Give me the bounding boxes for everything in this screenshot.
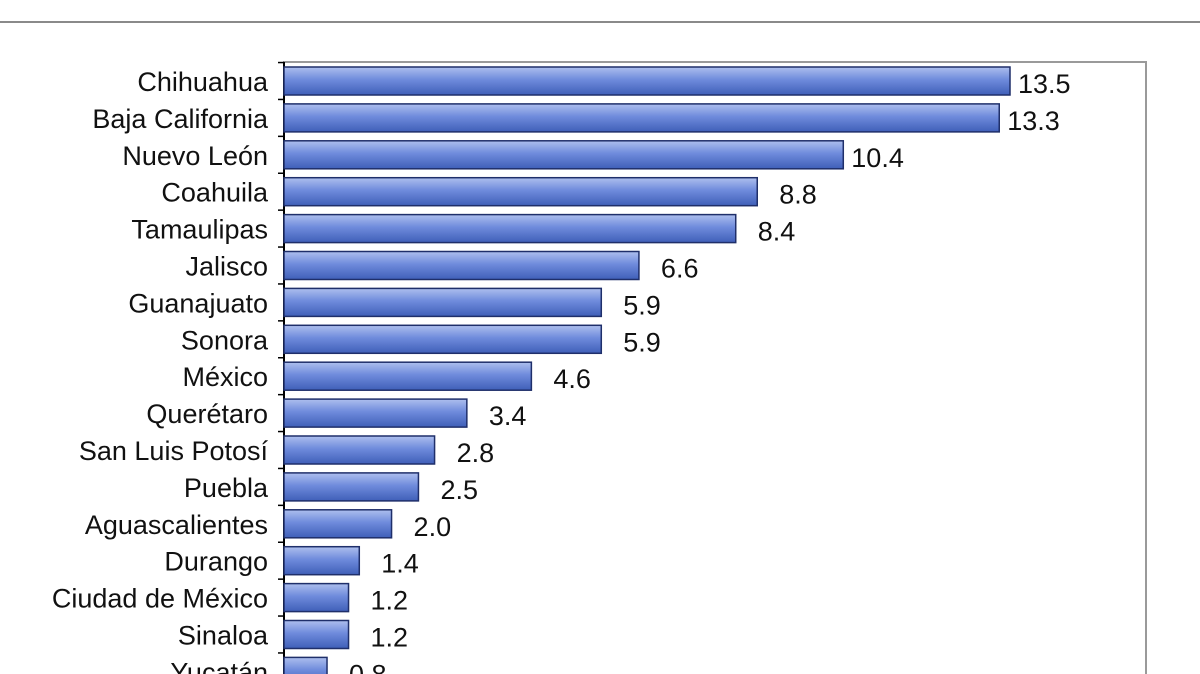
- bar-aguascalientes: [283, 509, 393, 539]
- value-label-guanajuato: 5.9: [623, 290, 661, 320]
- category-label-sinaloa: Sinaloa: [178, 621, 269, 651]
- category-label-queretaro: Querétaro: [146, 399, 268, 429]
- bar-guanajuato: [283, 287, 603, 318]
- category-label-durango: Durango: [164, 547, 268, 577]
- bar-baja-california: [283, 103, 1000, 133]
- value-label-queretaro: 3.4: [489, 401, 527, 431]
- value-label-aguascalientes: 2.0: [414, 512, 452, 542]
- bar-durango: [283, 545, 361, 576]
- bar-san-luis-potosi: [283, 435, 436, 465]
- category-label-guanajuato: Guanajuato: [128, 288, 268, 318]
- bar-sonora: [283, 324, 603, 355]
- category-label-puebla: Puebla: [184, 473, 269, 503]
- value-label-coahuila: 8.8: [779, 180, 817, 210]
- category-label-jalisco: Jalisco: [185, 252, 268, 282]
- value-label-durango: 1.4: [381, 549, 419, 579]
- bar-mexico: [283, 361, 533, 391]
- bar-ciudad-de-mexico: [283, 582, 350, 613]
- bar-yucatan: [283, 656, 328, 674]
- category-label-yucatan: Yucatán: [170, 657, 268, 674]
- value-label-mexico: 4.6: [553, 364, 591, 394]
- bar-tamaulipas: [283, 213, 737, 244]
- category-label-san-luis-potosi: San Luis Potosí: [79, 436, 269, 466]
- category-labels-group: Chihuahua Baja California Nuevo León Coahui…: [52, 67, 269, 674]
- value-label-puebla: 2.5: [440, 475, 478, 505]
- category-label-aguascalientes: Aguascalientes: [85, 510, 268, 540]
- value-label-sonora: 5.9: [623, 327, 661, 357]
- value-label-jalisco: 6.6: [661, 254, 699, 284]
- bars-group: [283, 66, 1011, 674]
- category-label-sonora: Sonora: [181, 325, 269, 355]
- category-label-baja-california: Baja California: [92, 104, 269, 134]
- bar-nuevo-leon: [283, 140, 845, 170]
- bar-chihuahua: [283, 66, 1011, 96]
- value-label-chihuahua: 13.5: [1018, 69, 1071, 99]
- category-label-tamaulipas: Tamaulipas: [131, 215, 268, 245]
- value-label-sinaloa: 1.2: [371, 623, 409, 653]
- bar-sinaloa: [283, 619, 350, 650]
- value-label-baja-california: 13.3: [1007, 106, 1060, 136]
- bar-coahuila: [283, 176, 758, 207]
- category-label-ciudad-de-mexico: Ciudad de México: [52, 584, 268, 614]
- category-label-chihuahua: Chihuahua: [137, 67, 269, 97]
- value-label-nuevo-leon: 10.4: [851, 143, 904, 173]
- bar-queretaro: [283, 398, 468, 428]
- value-label-yucatan: 0.8: [349, 659, 387, 674]
- value-labels-group: 13.513.310.48.88.46.65.95.94.63.42.82.52…: [349, 69, 1071, 674]
- category-label-coahuila: Coahuila: [161, 178, 269, 208]
- category-label-nuevo-leon: Nuevo León: [122, 141, 268, 171]
- tick-marks-group: [278, 61, 284, 654]
- category-label-mexico: México: [182, 362, 268, 392]
- bar-puebla: [283, 472, 420, 502]
- value-label-ciudad-de-mexico: 1.2: [371, 586, 409, 616]
- value-label-tamaulipas: 8.4: [758, 217, 796, 247]
- value-label-san-luis-potosi: 2.8: [457, 438, 495, 468]
- bar-jalisco: [283, 250, 640, 281]
